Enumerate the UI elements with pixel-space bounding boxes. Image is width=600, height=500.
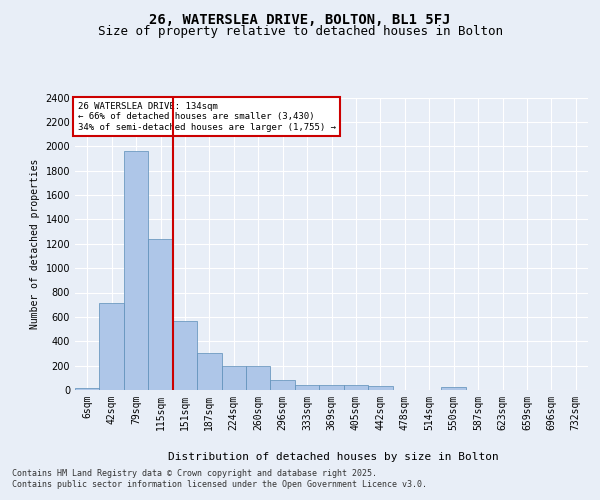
Bar	[271, 380, 295, 390]
Bar	[100, 304, 124, 390]
Bar	[442, 387, 466, 390]
Bar	[173, 320, 197, 390]
Text: Contains HM Land Registry data © Crown copyright and database right 2025.: Contains HM Land Registry data © Crown c…	[12, 469, 377, 478]
Text: 26 WATERSLEA DRIVE: 134sqm
← 66% of detached houses are smaller (3,430)
34% of s: 26 WATERSLEA DRIVE: 134sqm ← 66% of deta…	[77, 102, 335, 132]
Bar	[295, 384, 319, 390]
Bar	[368, 386, 392, 390]
Y-axis label: Number of detached properties: Number of detached properties	[30, 158, 40, 329]
Text: Distribution of detached houses by size in Bolton: Distribution of detached houses by size …	[167, 452, 499, 462]
Text: 26, WATERSLEA DRIVE, BOLTON, BL1 5FJ: 26, WATERSLEA DRIVE, BOLTON, BL1 5FJ	[149, 12, 451, 26]
Bar	[197, 353, 221, 390]
Bar	[344, 385, 368, 390]
Bar	[319, 385, 344, 390]
Text: Contains public sector information licensed under the Open Government Licence v3: Contains public sector information licen…	[12, 480, 427, 489]
Bar	[124, 151, 148, 390]
Bar	[148, 239, 173, 390]
Bar	[75, 388, 100, 390]
Bar	[246, 366, 271, 390]
Bar	[221, 366, 246, 390]
Text: Size of property relative to detached houses in Bolton: Size of property relative to detached ho…	[97, 25, 503, 38]
